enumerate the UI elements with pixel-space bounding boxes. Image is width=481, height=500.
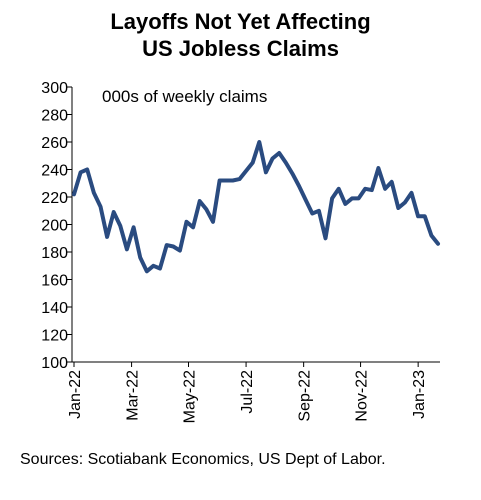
chart-subtitle: 000s of weekly claims <box>102 87 267 106</box>
x-tick-label: Jul-22 <box>239 370 256 414</box>
y-tick-label: 160 <box>41 273 68 290</box>
y-tick-label: 220 <box>41 190 68 207</box>
x-tick-label: Mar-22 <box>125 370 142 421</box>
x-tick-label: May-22 <box>181 370 198 423</box>
y-tick-label: 300 <box>41 80 68 97</box>
x-tick-label: Nov-22 <box>354 370 371 422</box>
chart-title-line-2: US Jobless Claims <box>142 36 339 61</box>
x-tick-label: Jan-22 <box>67 370 84 419</box>
source-note: Sources: Scotiabank Economics, US Dept o… <box>20 451 386 468</box>
y-tick-label: 280 <box>41 108 68 125</box>
y-tick-label: 120 <box>41 328 68 345</box>
x-axis-ticks: Jan-22 Mar-22 May-22 Jul-22 Sep-22 Nov-22 Jan-… <box>67 362 428 423</box>
y-tick-label: 180 <box>41 245 68 262</box>
line-chart: 100 120 140 160 180 200 220 240 260 280 300 Jan-22… <box>41 80 440 423</box>
chart-title-line-1: Layoffs Not Yet Affecting <box>110 9 371 34</box>
y-tick-label: 260 <box>41 135 68 152</box>
chart-title: Layoffs Not Yet Affecting US Jobless Cla… <box>0 8 481 62</box>
x-tick-label: Sep-22 <box>297 370 314 422</box>
y-tick-label: 140 <box>41 300 68 317</box>
y-tick-label: 240 <box>41 163 68 180</box>
series-line-jobless-claims <box>72 140 440 274</box>
x-tick-label: Jan-23 <box>411 370 428 419</box>
y-axis-ticks: 100 120 140 160 180 200 220 240 260 280 300 <box>41 80 72 372</box>
y-tick-label: 200 <box>41 218 68 235</box>
y-tick-label: 100 <box>41 355 68 372</box>
